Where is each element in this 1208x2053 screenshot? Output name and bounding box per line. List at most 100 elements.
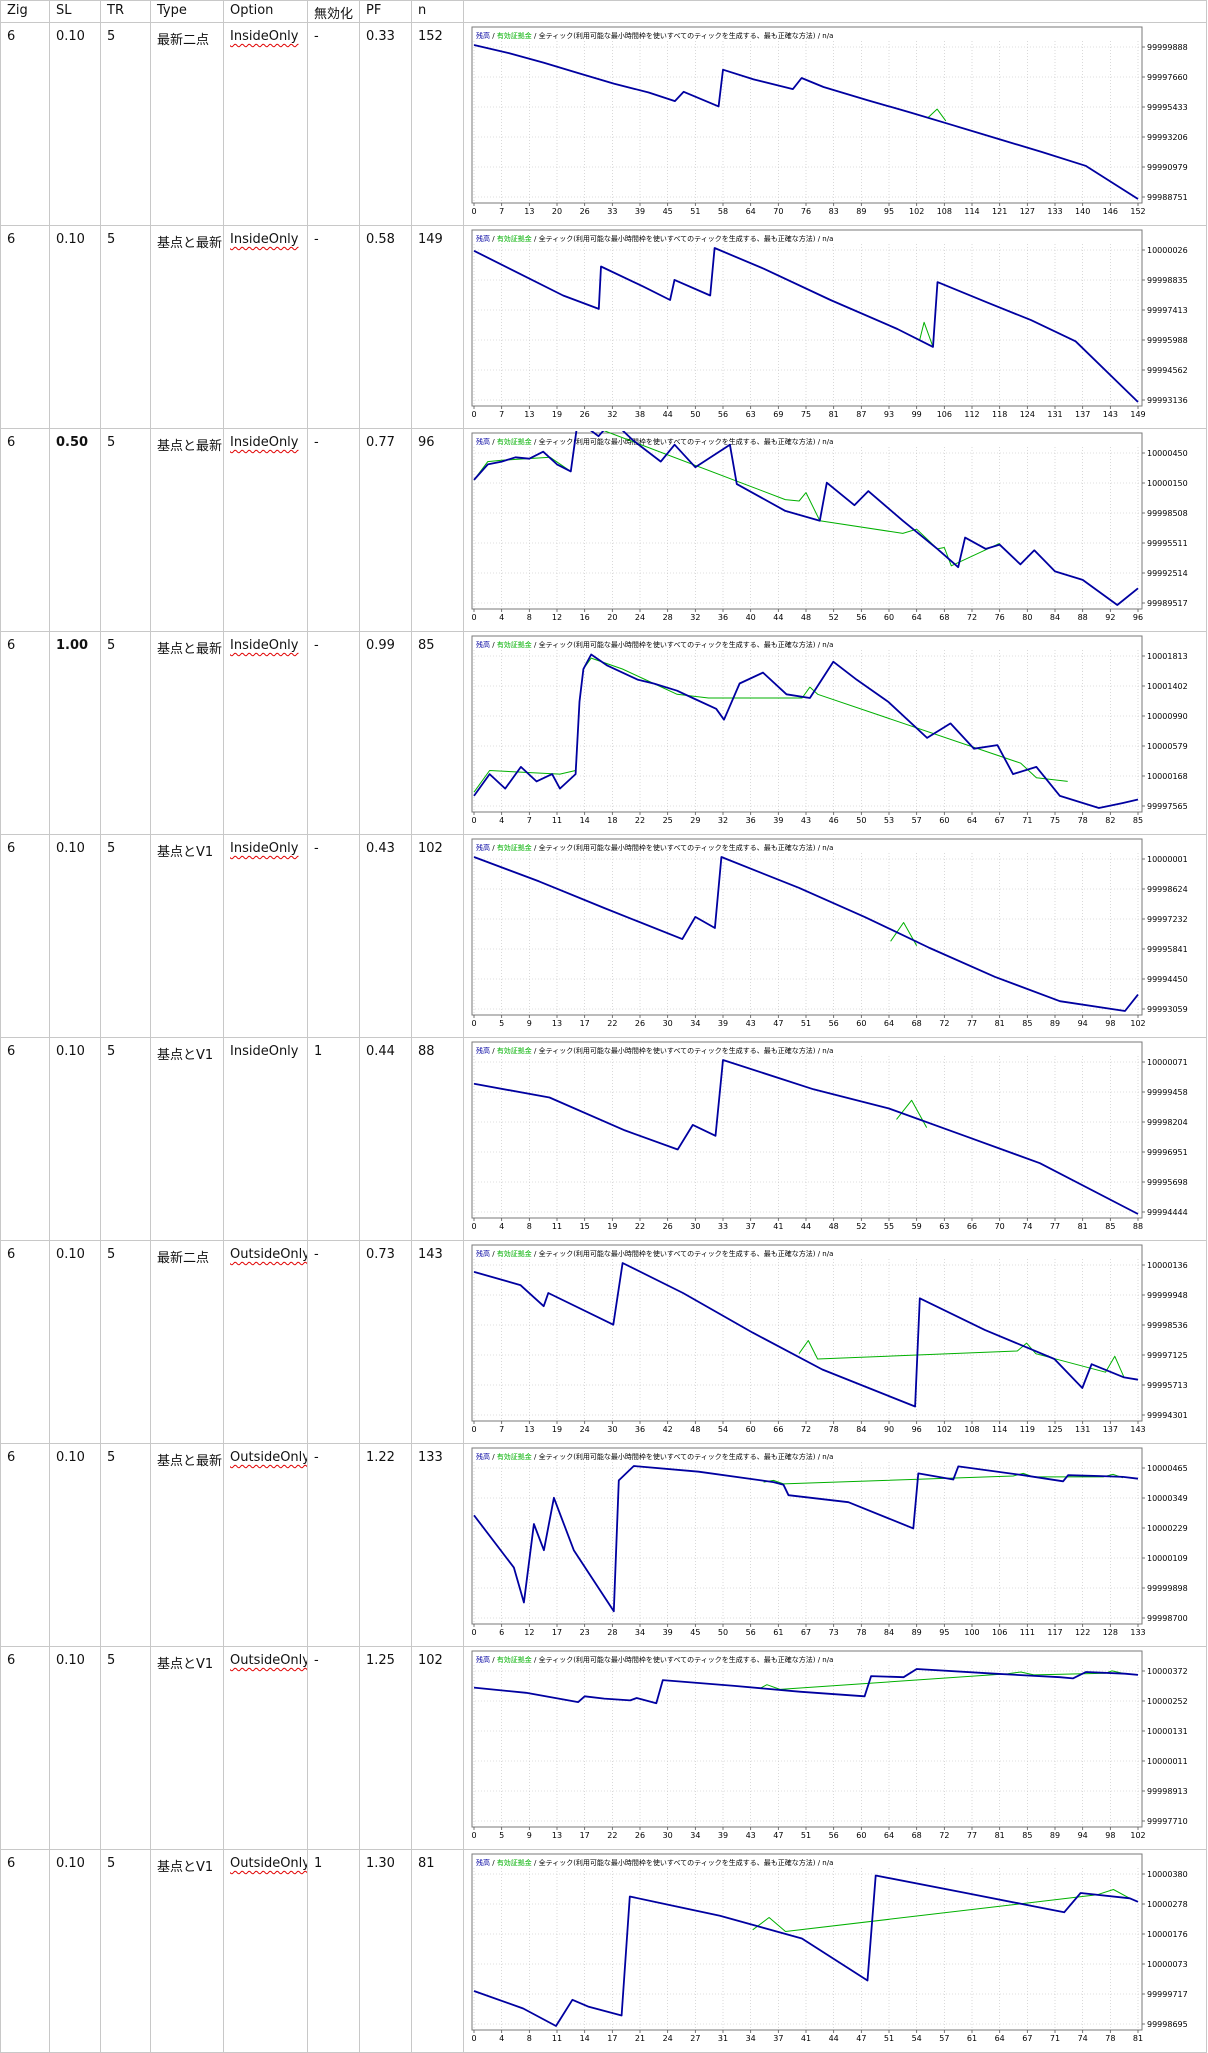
x-tick-label: 9 xyxy=(527,1019,532,1028)
equity-series-line xyxy=(890,922,918,947)
cell-sl: 1.00 xyxy=(49,631,101,835)
x-tick-label: 64 xyxy=(995,2034,1005,2043)
x-tick-label: 68 xyxy=(912,1831,922,1840)
cell-type: 基点と最新 xyxy=(150,1443,224,1647)
x-tick-label: 47 xyxy=(773,1831,783,1840)
cell-invalidate-value: - xyxy=(314,1247,319,1262)
x-tick-label: 95 xyxy=(939,1628,949,1637)
y-tick-label: 99999458 xyxy=(1147,1088,1188,1097)
x-tick-label: 45 xyxy=(663,207,673,216)
cell-zig: 6 xyxy=(0,1037,50,1241)
y-tick-label: 99995698 xyxy=(1147,1178,1188,1187)
x-tick-label: 72 xyxy=(939,1831,949,1840)
cell-pf: 0.99 xyxy=(359,631,412,835)
header-pf: PF xyxy=(359,0,412,23)
x-tick-label: 32 xyxy=(718,816,728,825)
x-tick-label: 20 xyxy=(607,613,617,622)
x-tick-label: 50 xyxy=(690,410,700,419)
cell-tr-value: 5 xyxy=(107,1450,116,1465)
cell-n: 152 xyxy=(411,22,464,226)
y-tick-label: 99996951 xyxy=(1147,1148,1188,1157)
x-tick-label: 82 xyxy=(1105,816,1115,825)
y-tick-label: 99997232 xyxy=(1147,915,1188,924)
cell-sl-value: 1.00 xyxy=(56,638,89,653)
equity-series-line xyxy=(752,1889,1131,1932)
cell-tr-value: 5 xyxy=(107,638,116,653)
cell-n: 88 xyxy=(411,1037,464,1241)
cell-pf-value: 1.22 xyxy=(366,1450,395,1465)
x-tick-label: 30 xyxy=(607,1425,617,1434)
x-tick-label: 34 xyxy=(635,1628,645,1637)
x-tick-label: 67 xyxy=(1022,2034,1032,2043)
cell-invalidate-value: - xyxy=(314,1653,319,1668)
legend-equity: 有効証拠金 xyxy=(497,843,532,852)
cell-tr: 5 xyxy=(100,22,151,226)
cell-pf: 0.44 xyxy=(359,1037,412,1241)
cell-chart: 残高 / 有効証拠金 / 全ティック(利用可能な最小時間枠を使いすべてのティック… xyxy=(463,1646,1207,1850)
result-row: 6 0.10 5 基点とV1 OutsideOnly - 1.25 102 残高 / 有効証拠金… xyxy=(0,1646,1207,1850)
x-tick-label: 76 xyxy=(801,207,811,216)
x-tick-label: 64 xyxy=(912,613,922,622)
cell-zig: 6 xyxy=(0,22,50,226)
cell-invalidate: - xyxy=(307,1646,360,1850)
result-row: 6 0.10 5 基点と最新 OutsideOnly - 1.22 133 残高 / 有効証拠金… xyxy=(0,1443,1207,1647)
cell-chart: 残高 / 有効証拠金 / 全ティック(利用可能な最小時間枠を使いすべてのティック… xyxy=(463,428,1207,632)
legend-tick-mode: 全ティック(利用可能な最小時間枠を使いすべてのティックを生成する、最も正確な方法… xyxy=(539,640,816,649)
x-tick-label: 124 xyxy=(1020,410,1035,419)
y-tick-label: 99992514 xyxy=(1147,569,1188,578)
y-tick-label: 99998835 xyxy=(1147,276,1188,285)
x-tick-label: 17 xyxy=(607,2034,617,2043)
y-tick-label: 99997565 xyxy=(1147,802,1188,811)
cell-option-value: OutsideOnly xyxy=(230,1450,308,1465)
x-tick-label: 94 xyxy=(1078,1831,1088,1840)
x-tick-label: 89 xyxy=(1050,1019,1060,1028)
x-tick-label: 112 xyxy=(964,410,979,419)
x-tick-label: 43 xyxy=(746,1831,756,1840)
x-tick-label: 133 xyxy=(1047,207,1062,216)
y-tick-label: 10000001 xyxy=(1147,855,1188,864)
x-tick-label: 70 xyxy=(995,1222,1005,1231)
x-tick-label: 34 xyxy=(690,1831,700,1840)
x-tick-label: 13 xyxy=(552,1019,562,1028)
x-tick-label: 122 xyxy=(1075,1628,1090,1637)
cell-zig-value: 6 xyxy=(7,29,16,44)
cell-n-value: 102 xyxy=(418,841,443,856)
y-tick-label: 10000026 xyxy=(1147,246,1188,255)
x-tick-label: 31 xyxy=(718,2034,728,2043)
x-tick-label: 26 xyxy=(635,1831,645,1840)
cell-invalidate: - xyxy=(307,834,360,1038)
x-tick-label: 22 xyxy=(635,816,645,825)
x-tick-label: 24 xyxy=(580,1425,590,1434)
x-tick-label: 47 xyxy=(856,2034,866,2043)
x-tick-label: 4 xyxy=(499,816,504,825)
chart-legend: 残高 / 有効証拠金 / 全ティック(利用可能な最小時間枠を使いすべてのティック… xyxy=(476,640,833,649)
balance-series-line xyxy=(473,1668,1139,1705)
legend-equity: 有効証拠金 xyxy=(497,640,532,649)
x-tick-label: 44 xyxy=(829,2034,839,2043)
x-tick-label: 36 xyxy=(746,816,756,825)
legend-tick-mode: 全ティック(利用可能な最小時間枠を使いすべてのティックを生成する、最も正確な方法… xyxy=(539,234,816,243)
y-tick-label: 99988751 xyxy=(1147,193,1188,202)
x-tick-label: 12 xyxy=(552,613,562,622)
y-tick-label: 99994450 xyxy=(1147,975,1188,984)
cell-tr: 5 xyxy=(100,428,151,632)
x-tick-label: 26 xyxy=(635,1019,645,1028)
y-tick-label: 99998913 xyxy=(1147,1787,1188,1796)
x-tick-label: 56 xyxy=(829,1831,839,1840)
x-tick-label: 146 xyxy=(1103,207,1118,216)
cell-pf: 0.43 xyxy=(359,834,412,1038)
cell-sl-value: 0.10 xyxy=(56,1653,85,1668)
x-tick-label: 114 xyxy=(992,1425,1007,1434)
x-tick-label: 6 xyxy=(499,1628,504,1637)
cell-pf: 0.77 xyxy=(359,428,412,632)
x-tick-label: 127 xyxy=(1020,207,1035,216)
legend-balance: 残高 xyxy=(476,1655,490,1664)
cell-tr-value: 5 xyxy=(107,435,116,450)
cell-type: 基点とV1 xyxy=(150,1646,224,1850)
x-tick-label: 5 xyxy=(499,1831,504,1840)
x-tick-label: 29 xyxy=(690,816,700,825)
x-tick-label: 102 xyxy=(1130,1831,1145,1840)
x-tick-label: 5 xyxy=(499,1019,504,1028)
x-tick-label: 67 xyxy=(801,1628,811,1637)
cell-type-value: 基点と最新 xyxy=(157,439,223,454)
